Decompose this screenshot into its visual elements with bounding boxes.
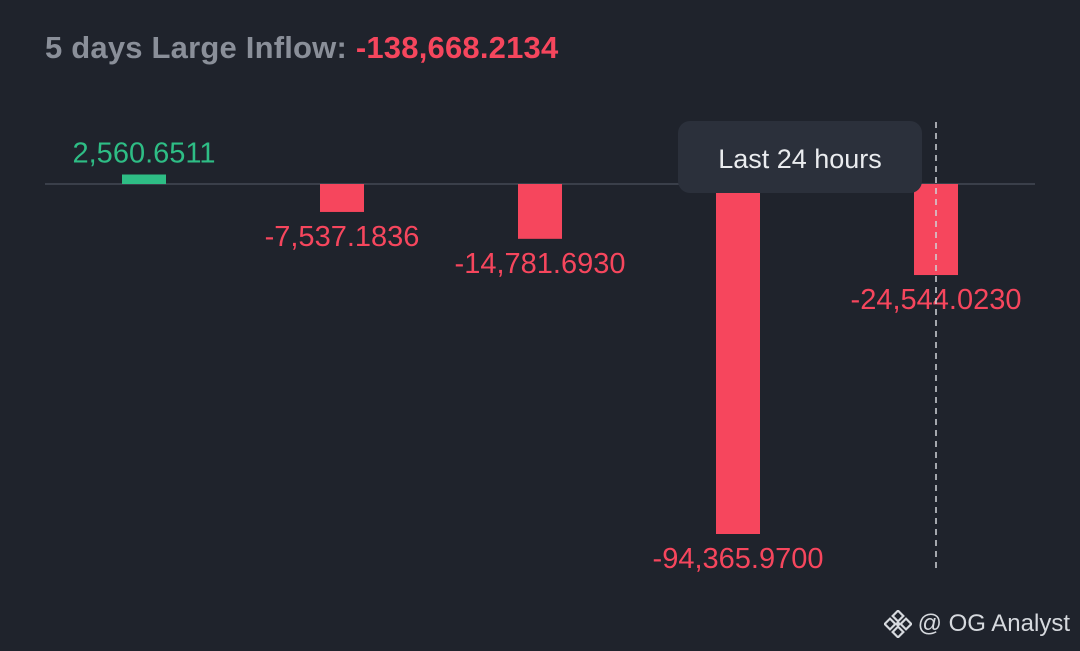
watermark-text: @ OG Analyst: [917, 610, 1070, 637]
tooltip-text: Last 24 hours: [718, 144, 882, 174]
bar-value-label-3: -14,781.6930: [455, 248, 626, 280]
bar-1: [122, 174, 166, 184]
tooltip-box: [678, 121, 922, 193]
header-total-value: -138,668.2134: [355, 30, 559, 65]
binance-logo-icon: [883, 610, 912, 638]
bar-4: [716, 184, 760, 534]
bar-value-label-1: 2,560.6511: [73, 138, 216, 170]
watermark: @ OG Analyst: [883, 610, 1070, 638]
bar-5: [914, 184, 958, 276]
bar-value-label-4: -94,365.9700: [653, 543, 824, 575]
bar-2: [320, 184, 364, 212]
bar-value-label-2: -7,537.1836: [265, 221, 420, 253]
bar-3: [518, 184, 562, 239]
chart-header: 5 days Large Inflow: -138,668.2134: [45, 30, 558, 66]
header-label: 5 days Large Inflow:: [45, 30, 348, 65]
